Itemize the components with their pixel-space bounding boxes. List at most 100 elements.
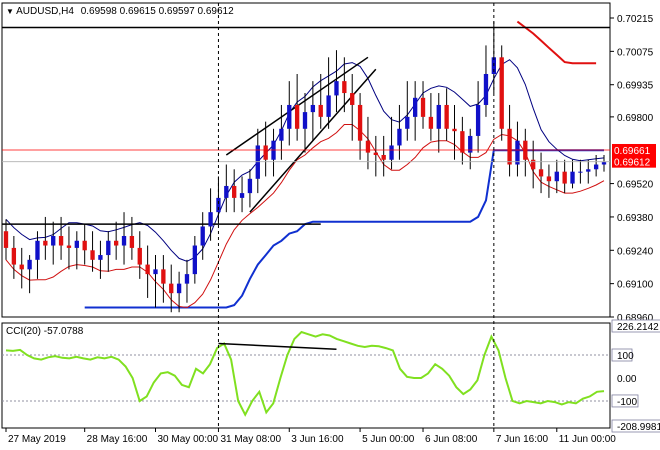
candle <box>161 255 166 303</box>
candle-body <box>43 240 48 246</box>
price-tick-label: 0.70075 <box>617 47 654 58</box>
candle-body <box>554 171 559 182</box>
candle <box>507 104 512 177</box>
candle <box>192 235 198 284</box>
candle-body <box>279 128 284 141</box>
candle <box>593 154 599 177</box>
candle-body <box>129 235 135 248</box>
chart-menu-icon[interactable]: ▼ <box>6 7 16 16</box>
candle-body <box>483 73 489 105</box>
cci-tick-box <box>611 319 660 333</box>
candle <box>389 116 394 170</box>
candle <box>499 45 504 141</box>
candle <box>436 93 441 153</box>
price-tick-label: 0.69380 <box>617 213 654 224</box>
candle-body <box>546 176 552 182</box>
candle <box>420 81 426 129</box>
candle <box>350 73 355 141</box>
candle-body <box>169 283 174 294</box>
candle-body <box>58 235 64 246</box>
candle <box>247 169 253 208</box>
candle-body <box>247 178 253 194</box>
candle-body <box>405 116 410 129</box>
cci-tick-box <box>611 419 660 433</box>
cci-trendline <box>218 342 337 351</box>
candle <box>326 57 331 129</box>
time-tick-label: 30 May 00:00 <box>158 434 219 445</box>
candle <box>129 216 135 260</box>
candle-body <box>232 185 237 198</box>
candle <box>475 81 481 153</box>
candle-body <box>208 212 213 227</box>
candle <box>483 45 489 117</box>
time-tick-label: 6 Jun 08:00 <box>425 434 478 445</box>
red-stop-line <box>516 20 597 65</box>
price-tick-label: 0.69800 <box>617 113 654 124</box>
candle-body <box>3 231 9 248</box>
candle <box>27 255 32 294</box>
candle-body <box>74 240 79 248</box>
candle-body <box>428 116 434 129</box>
candle <box>515 121 520 177</box>
candle <box>90 231 95 272</box>
candle <box>3 219 9 260</box>
candle-body <box>113 240 119 246</box>
cci-tick-label: 226.2142 <box>617 322 659 333</box>
candle <box>121 212 127 265</box>
candle-body <box>145 264 150 275</box>
cci-line <box>5 330 605 417</box>
candle-body <box>593 164 599 170</box>
candle <box>554 159 559 194</box>
candle <box>255 128 260 194</box>
cci-tick-box <box>611 394 639 408</box>
candle-body <box>137 247 142 265</box>
candle-body <box>106 240 111 256</box>
candle <box>35 231 40 279</box>
cci-header: CCI(20) -57.0788 <box>6 326 84 337</box>
price-tick-label: 0.68960 <box>617 313 654 324</box>
cci-tick-label: -100 <box>617 397 637 408</box>
price-plot <box>2 20 610 313</box>
candle-body <box>601 162 607 165</box>
candle <box>310 81 316 141</box>
candle <box>546 164 552 198</box>
candle <box>460 116 465 165</box>
candle <box>468 128 473 170</box>
candle-body <box>216 197 221 213</box>
candle-body <box>365 140 371 153</box>
candle <box>334 50 339 113</box>
price-tag-label: 0.69661 <box>614 146 651 157</box>
candle-body <box>531 159 536 170</box>
price-tick-label: 0.70215 <box>617 14 654 25</box>
candle-body <box>381 154 386 160</box>
candle-body <box>397 128 402 146</box>
symbol-label: AUDUSD,H4 <box>16 6 74 17</box>
candle-body <box>153 269 158 275</box>
price-tag-box <box>612 143 656 156</box>
candle-body <box>239 193 245 198</box>
candle <box>531 140 536 189</box>
candle-body <box>82 240 87 251</box>
candle-body <box>326 95 331 117</box>
candle-body <box>224 185 229 198</box>
candle <box>287 81 292 146</box>
candle <box>176 271 182 313</box>
candle <box>11 235 17 279</box>
candle-body <box>444 104 449 129</box>
candle-body <box>578 171 583 173</box>
candle-body <box>310 104 316 113</box>
time-tick-label: 11 Jun 00:00 <box>559 434 617 445</box>
price-tag-box <box>612 155 656 168</box>
cci-tick-label: 100 <box>617 351 634 362</box>
candle-body <box>420 97 426 117</box>
candle-body <box>176 283 182 294</box>
candle-body <box>562 171 567 184</box>
price-tick-label: 0.69520 <box>617 180 654 191</box>
candle <box>381 135 386 177</box>
time-tick-label: 31 May 08:00 <box>220 434 281 445</box>
candle <box>397 104 402 160</box>
candle-body <box>255 145 260 179</box>
candle-body <box>373 152 378 155</box>
candle <box>200 212 205 260</box>
